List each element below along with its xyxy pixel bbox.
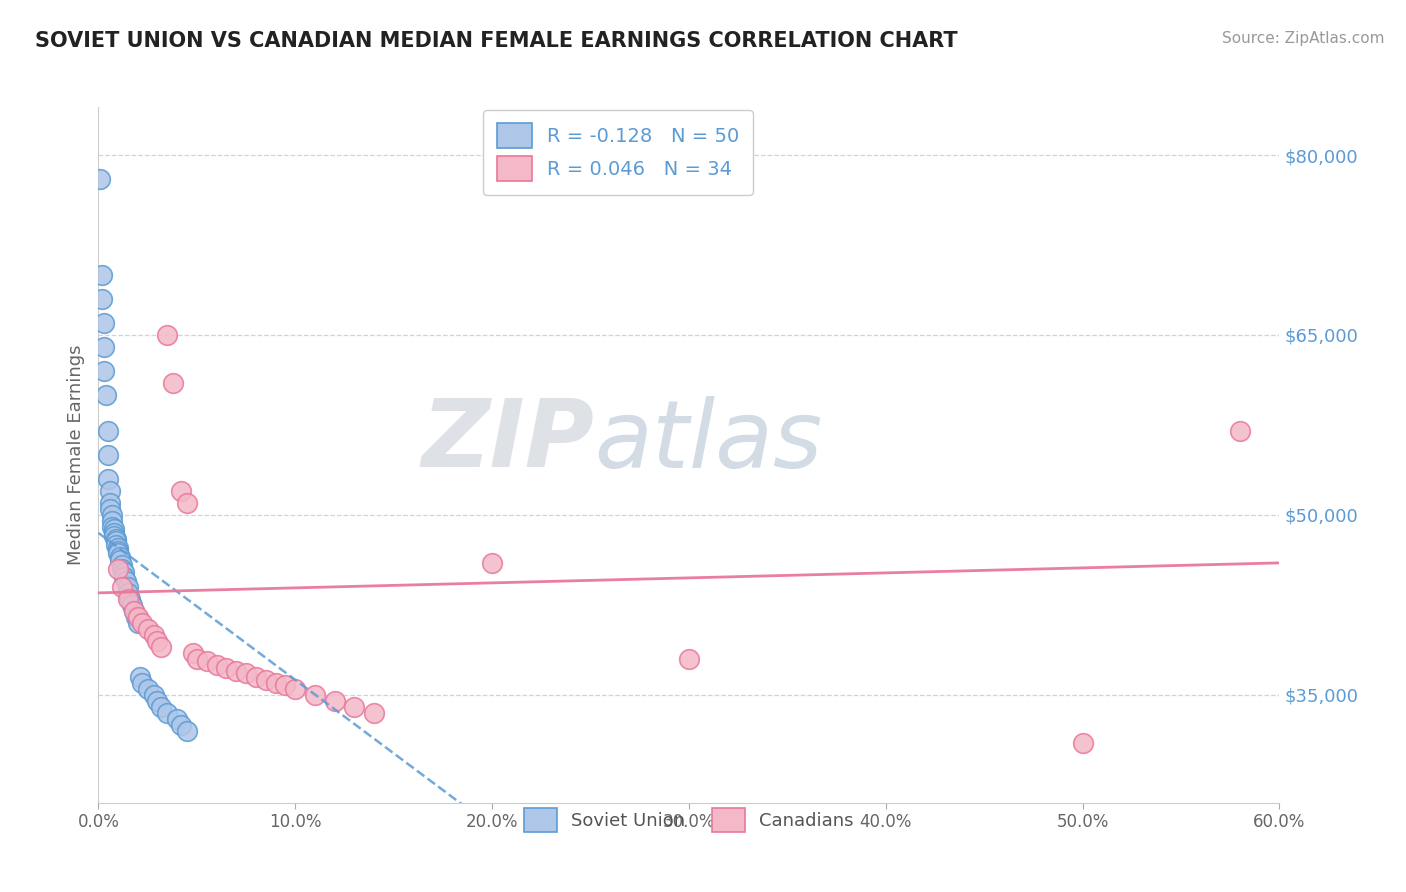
Point: [136, 622, 159, 636]
Point: [97, 424, 120, 438]
Point: [1229, 424, 1251, 438]
Point: [170, 718, 193, 732]
Point: [108, 549, 131, 564]
Legend: Soviet Union, Canadians: Soviet Union, Canadians: [513, 797, 865, 842]
Point: [121, 598, 143, 612]
Point: [131, 615, 153, 630]
Point: [89, 172, 111, 186]
Y-axis label: Median Female Earnings: Median Female Earnings: [66, 344, 84, 566]
Point: [103, 522, 125, 536]
Point: [150, 640, 173, 654]
Point: [264, 676, 287, 690]
Point: [156, 706, 179, 720]
Point: [117, 591, 139, 606]
Point: [150, 699, 173, 714]
Point: [105, 538, 128, 552]
Point: [103, 525, 125, 540]
Point: [117, 586, 139, 600]
Text: atlas: atlas: [595, 395, 823, 486]
Text: SOVIET UNION VS CANADIAN MEDIAN FEMALE EARNINGS CORRELATION CHART: SOVIET UNION VS CANADIAN MEDIAN FEMALE E…: [35, 31, 957, 51]
Point: [101, 514, 124, 528]
Point: [166, 712, 188, 726]
Point: [1071, 736, 1094, 750]
Point: [91, 268, 114, 282]
Point: [186, 652, 208, 666]
Point: [105, 532, 128, 546]
Point: [254, 673, 277, 688]
Point: [245, 670, 267, 684]
Point: [146, 694, 169, 708]
Point: [363, 706, 385, 720]
Point: [91, 292, 114, 306]
Point: [146, 633, 169, 648]
Point: [176, 496, 198, 510]
Point: [103, 529, 125, 543]
Point: [181, 646, 204, 660]
Point: [97, 448, 120, 462]
Point: [111, 558, 134, 573]
Point: [111, 562, 134, 576]
Point: [225, 664, 247, 678]
Point: [122, 604, 145, 618]
Point: [162, 376, 184, 390]
Point: [98, 502, 121, 516]
Point: [678, 652, 700, 666]
Point: [98, 483, 121, 498]
Text: ZIP: ZIP: [422, 395, 595, 487]
Point: [112, 566, 135, 580]
Point: [93, 364, 115, 378]
Point: [323, 694, 346, 708]
Point: [107, 544, 129, 558]
Point: [284, 681, 307, 696]
Point: [215, 661, 238, 675]
Point: [205, 657, 228, 672]
Point: [156, 328, 179, 343]
Point: [93, 316, 115, 330]
Point: [195, 654, 218, 668]
Point: [128, 670, 150, 684]
Point: [142, 628, 165, 642]
Point: [93, 340, 115, 354]
Point: [304, 688, 326, 702]
Point: [136, 681, 159, 696]
Point: [131, 676, 153, 690]
Point: [111, 580, 134, 594]
Point: [97, 472, 120, 486]
Point: [127, 610, 149, 624]
Point: [115, 574, 138, 588]
Point: [105, 534, 128, 549]
Point: [101, 508, 124, 522]
Point: [170, 483, 193, 498]
Point: [117, 580, 139, 594]
Point: [107, 562, 129, 576]
Point: [274, 678, 297, 692]
Point: [176, 723, 198, 738]
Point: [122, 604, 145, 618]
Point: [343, 699, 366, 714]
Point: [125, 610, 148, 624]
Point: [142, 688, 165, 702]
Point: [98, 496, 121, 510]
Point: [112, 570, 135, 584]
Point: [96, 388, 118, 402]
Point: [235, 666, 257, 681]
Text: Source: ZipAtlas.com: Source: ZipAtlas.com: [1222, 31, 1385, 46]
Point: [118, 591, 141, 606]
Point: [101, 520, 124, 534]
Point: [107, 546, 129, 560]
Point: [127, 615, 149, 630]
Point: [108, 553, 131, 567]
Point: [481, 556, 503, 570]
Point: [107, 541, 129, 556]
